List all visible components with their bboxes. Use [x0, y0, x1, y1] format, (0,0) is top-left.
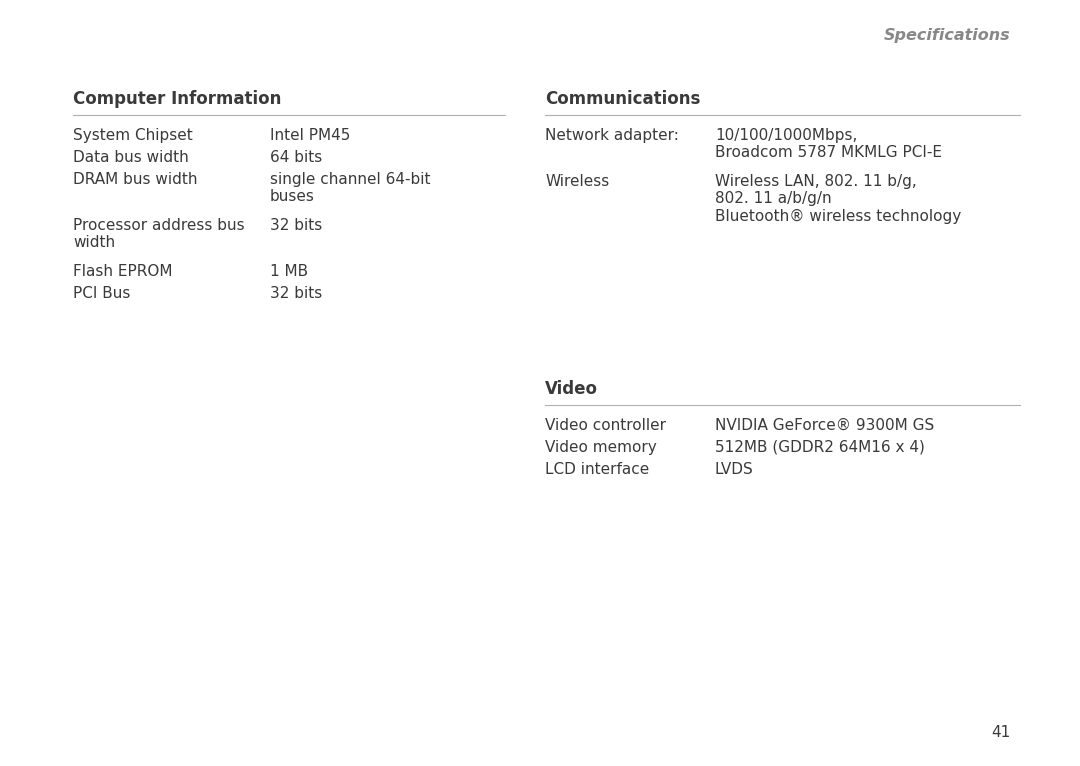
Text: Wireless LAN, 802. 11 b/g,
802. 11 a/b/g/n
Bluetooth® wireless technology: Wireless LAN, 802. 11 b/g, 802. 11 a/b/g…	[715, 174, 961, 224]
Text: Network adapter:: Network adapter:	[545, 128, 679, 143]
Text: single channel 64-bit
buses: single channel 64-bit buses	[270, 172, 431, 205]
Text: 32 bits: 32 bits	[270, 286, 322, 301]
Text: 512MB (GDDR2 64M16 x 4): 512MB (GDDR2 64M16 x 4)	[715, 440, 924, 455]
Text: 10/100/1000Mbps,
Broadcom 5787 MKMLG PCI-E: 10/100/1000Mbps, Broadcom 5787 MKMLG PCI…	[715, 128, 942, 160]
Text: DRAM bus width: DRAM bus width	[73, 172, 198, 187]
Text: LVDS: LVDS	[715, 462, 754, 477]
Text: Computer Information: Computer Information	[73, 90, 282, 108]
Text: Video controller: Video controller	[545, 418, 666, 433]
Text: 64 bits: 64 bits	[270, 150, 322, 165]
Text: LCD interface: LCD interface	[545, 462, 649, 477]
Text: Wireless: Wireless	[545, 174, 609, 189]
Text: Intel PM45: Intel PM45	[270, 128, 350, 143]
Text: 32 bits: 32 bits	[270, 218, 322, 233]
Text: Communications: Communications	[545, 90, 700, 108]
Text: NVIDIA GeForce® 9300M GS: NVIDIA GeForce® 9300M GS	[715, 418, 934, 433]
Text: PCI Bus: PCI Bus	[73, 286, 131, 301]
Text: Processor address bus
width: Processor address bus width	[73, 218, 245, 250]
Text: Video: Video	[545, 380, 598, 398]
Text: 41: 41	[990, 725, 1010, 740]
Text: Specifications: Specifications	[883, 28, 1010, 43]
Text: Flash EPROM: Flash EPROM	[73, 264, 173, 279]
Text: Data bus width: Data bus width	[73, 150, 189, 165]
Text: Video memory: Video memory	[545, 440, 657, 455]
Text: System Chipset: System Chipset	[73, 128, 192, 143]
Text: 1 MB: 1 MB	[270, 264, 308, 279]
